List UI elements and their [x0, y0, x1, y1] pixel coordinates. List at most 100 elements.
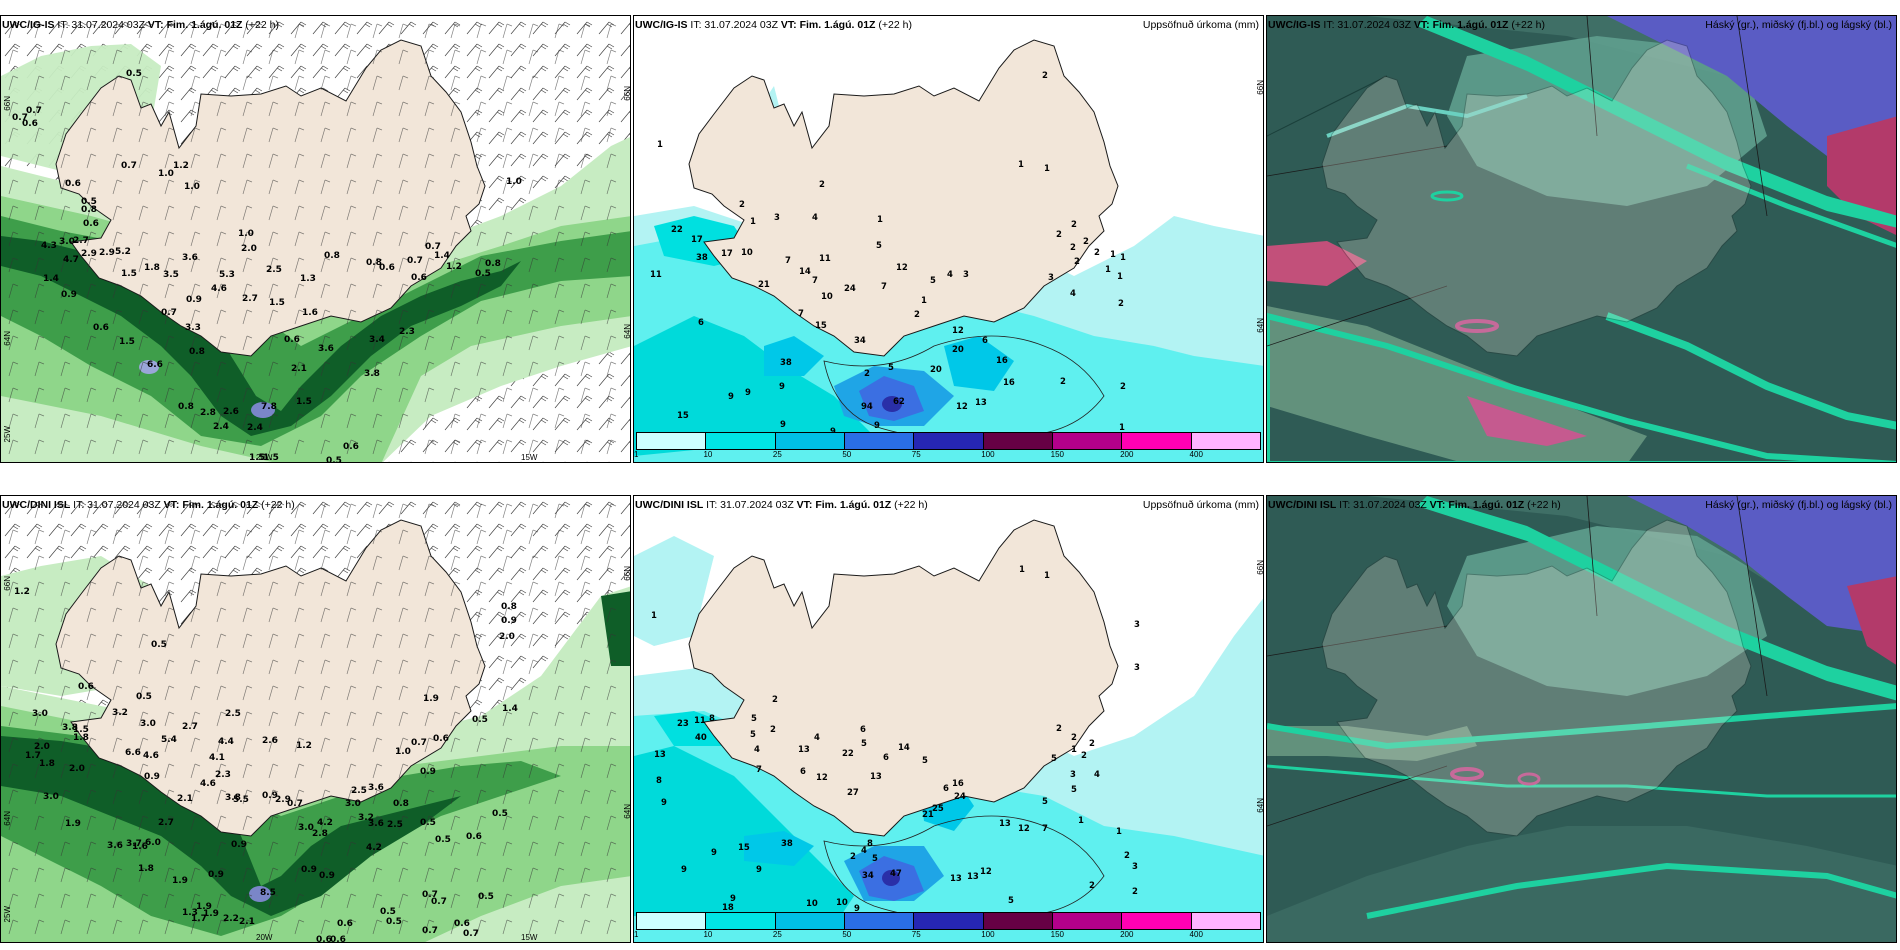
map-value-label: 2	[1056, 724, 1062, 734]
map-value-label: 2	[1089, 739, 1095, 749]
map-value-label: 2.0	[34, 742, 50, 752]
map-value-label: 3.8	[225, 793, 241, 803]
map-value-label: 12	[1018, 824, 1030, 834]
lat-64n-label-right: 64N	[1256, 318, 1264, 333]
map-value-label: 0.7	[431, 897, 447, 907]
colorbar-segment	[844, 913, 915, 929]
map-value-label: 1.5	[269, 298, 285, 308]
map-value-label: 0.7	[161, 308, 177, 318]
map-value-label: 1	[1117, 272, 1123, 282]
panel-title: UWC/DINI ISL IT: 31.07.2024 03Z VT: Fim.…	[1268, 499, 1561, 511]
valid-time: VT: Fim. 1.ágú. 01Z	[147, 19, 243, 31]
lon-25w-label: 25W	[3, 906, 12, 923]
model-name: UWC/DINI ISL	[2, 499, 71, 511]
map-value-label: 2	[1042, 71, 1048, 81]
map-value-label: 16	[996, 356, 1008, 366]
map-value-label: 4.2	[317, 818, 333, 828]
map-value-label: 15	[738, 843, 750, 853]
map-value-label: 18	[722, 903, 734, 913]
map-value-label: 1.6	[132, 842, 148, 852]
colorbar-segment	[983, 913, 1053, 929]
map-value-label: 4.3	[41, 241, 57, 251]
map-value-label: 0.6	[337, 919, 353, 929]
lon-15w-label: 15W	[521, 453, 538, 462]
map-value-label: 1	[657, 140, 663, 150]
map-value-label: 4	[1094, 770, 1100, 780]
map-value-label: 1	[1078, 816, 1084, 826]
lon-20w-label: 20W	[256, 453, 273, 462]
colorbar-label: 200	[1120, 450, 1134, 459]
map-value-label: 2.3	[215, 770, 231, 780]
map-value-label: 3.6	[368, 783, 384, 793]
map-value-label: 0.9	[501, 616, 517, 626]
map-value-label: 38	[781, 839, 793, 849]
map-value-label: 3.6	[368, 819, 384, 829]
map-value-label: 2.5	[351, 786, 367, 796]
map-value-label: 0.6	[411, 273, 427, 283]
map-value-label: 0.9	[61, 290, 77, 300]
map-value-label: 94	[861, 402, 873, 412]
map-value-label: 2.0	[499, 632, 515, 642]
map-value-label: 5.3	[219, 270, 235, 280]
map-value-label: 0.7	[463, 929, 479, 939]
map-value-label: 7	[798, 309, 804, 319]
map-value-label: 0.5	[478, 892, 494, 902]
lat-64n-label: 64N	[3, 331, 12, 346]
map-value-label: 1.5	[119, 337, 135, 347]
map-value-label: 1.3	[182, 908, 198, 918]
colorbar-label: 1	[634, 930, 639, 939]
valid-time: VT: Fim. 1.ágú. 01Z	[1429, 499, 1525, 511]
map-value-label: 9	[854, 904, 860, 914]
map-value-label: 3.0	[43, 792, 59, 802]
map-value-label: 10	[741, 248, 753, 258]
map-value-label: 1.2	[173, 161, 189, 171]
map-value-label: 1.0	[238, 229, 254, 239]
model-name: UWC/DINI ISL	[635, 499, 704, 511]
map-value-label: 0.9	[420, 767, 436, 777]
init-time: IT: 31.07.2024 03Z	[1323, 19, 1411, 31]
map-value-label: 23	[677, 719, 689, 729]
map-value-label: 9	[730, 894, 736, 904]
map-value-label: 5	[876, 241, 882, 251]
map-value-label: 13	[967, 872, 979, 882]
map-value-label: 0.9	[262, 791, 278, 801]
colorbar-segment	[1191, 433, 1260, 449]
map-value-label: 0.9	[208, 870, 224, 880]
map-value-label: 5.5	[233, 795, 249, 805]
map-value-label: 5	[1008, 896, 1014, 906]
colorbar-segment	[706, 913, 776, 929]
precip-colorbar	[636, 432, 1261, 450]
model-name: UWC/IG-IS	[635, 19, 688, 31]
map-value-label: 5.2	[115, 247, 131, 257]
init-time: IT: 31.07.2024 03Z	[706, 499, 794, 511]
map-value-label: 0.9	[319, 871, 335, 881]
map-value-label: 0.8	[501, 602, 517, 612]
map-value-label: 21	[922, 810, 934, 820]
map-value-label: 38	[780, 358, 792, 368]
init-time: IT: 31.07.2024 03Z	[73, 499, 161, 511]
map-value-label: 2.9	[275, 795, 291, 805]
map-value-label: 0.5	[420, 818, 436, 828]
map-value-label: 16	[952, 779, 964, 789]
map-value-label: 6	[943, 784, 949, 794]
map-value-label: 0.8	[324, 251, 340, 261]
map-value-label: 7.8	[261, 402, 277, 412]
lat-64n-label: 64N	[3, 811, 12, 826]
map-value-label: 0.9	[301, 865, 317, 875]
map-value-label: 5	[1051, 754, 1057, 764]
map-value-label: 0.5	[492, 809, 508, 819]
field-title: Háský (gr.), miðský (fj.bl.) og lágský (…	[1705, 19, 1892, 31]
map-value-label: 3.6	[182, 253, 198, 263]
map-value-label: 1.5	[249, 453, 265, 463]
map-value-label: 2.2	[223, 914, 239, 924]
map-value-label: 40	[695, 733, 707, 743]
map-value-label: 4.2	[366, 843, 382, 853]
lon-25w-label: 25W	[3, 426, 12, 443]
map-value-label: 1.9	[172, 876, 188, 886]
map-value-label: 1	[1044, 571, 1050, 581]
map-value-label: 2	[772, 695, 778, 705]
panel-igis-precip: 1 2 2 3 4 1 22 17 1 5 38 17 10 7 11 14 11 21 7 12 24 10 7 5 4 3 1 6…	[633, 15, 1264, 463]
colorbar-label: 100	[981, 450, 995, 459]
map-value-label: 9	[681, 865, 687, 875]
